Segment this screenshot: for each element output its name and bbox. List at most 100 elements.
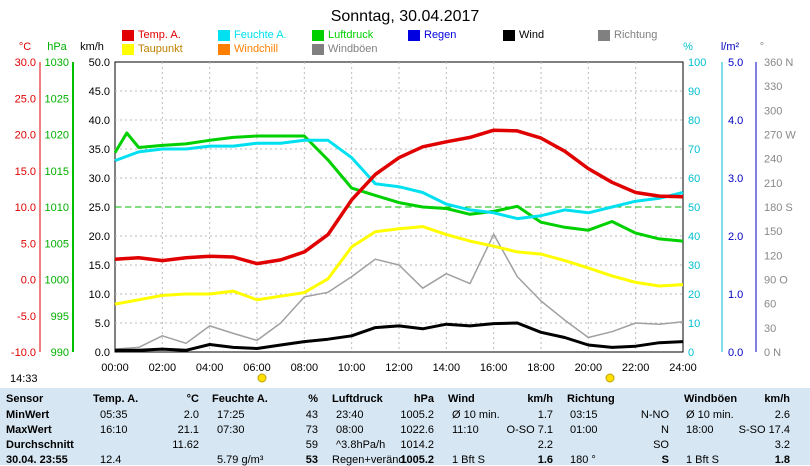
x-tick-label: 10:00 — [338, 362, 366, 374]
direction-axis-tick-label: 210 — [764, 178, 782, 190]
temp-axis-tick-label: 0.0 — [21, 275, 36, 287]
stats-table: Sensor Temp. A. °C Feuchte A.% Luftdruck hPa W… — [0, 388, 810, 466]
table-cell: 17:25 — [217, 409, 245, 421]
series-taupunkt — [114, 225, 684, 306]
temp-axis-tick-label: 30.0 — [15, 57, 36, 69]
wind-axis-tick-label: 5.0 — [95, 318, 110, 330]
direction-axis-tick-label: 360 N — [764, 57, 793, 69]
x-tick-label: 14:00 — [433, 362, 461, 374]
pressure-axis-tick-label: 1005 — [45, 238, 69, 250]
table-header: Luftdruck — [332, 393, 383, 405]
table-row-label: MinWert — [6, 409, 50, 421]
unit-direction: ° — [760, 41, 764, 53]
temp-axis-tick-label: 15.0 — [15, 166, 36, 178]
table-cell: S — [661, 454, 669, 466]
direction-axis-tick-label: 60 — [764, 299, 776, 311]
x-tick-label: 22:00 — [622, 362, 650, 374]
axes: -10.0 -5.0 0.0 5.0 10.0 15.0 20.0 25.0 30.0 990 99… — [11, 57, 796, 374]
legend-swatch — [312, 43, 324, 55]
table-row-label: MaxWert — [6, 424, 52, 436]
unit-rain: l/m² — [721, 41, 740, 53]
legend-label: Wind — [519, 29, 545, 41]
table-cell: 2.6 — [774, 409, 790, 421]
table-cell: 5.79 g/m³ — [217, 454, 264, 466]
table-header: Sensor — [6, 393, 44, 405]
pressure-axis-tick-label: 1030 — [45, 57, 69, 69]
table-header: Wind — [448, 393, 475, 405]
series-wind — [115, 321, 684, 352]
unit-pressure: hPa — [47, 41, 67, 53]
table-cell: ^3.8hPa/h — [336, 439, 386, 451]
temp-axis-tick-label: 25.0 — [15, 93, 36, 105]
table-cell: SO — [653, 439, 669, 451]
table-cell: 2.0 — [183, 409, 199, 421]
temp-axis-tick-label: -5.0 — [17, 311, 36, 323]
legend-label: Regen — [424, 29, 457, 41]
weather-chart: Sonntag, 30.04.2017 °C hPa km/h % l/m² °… — [10, 8, 796, 385]
legend-swatch — [218, 29, 230, 41]
pressure-axis-tick-label: 1020 — [45, 130, 69, 142]
wind-axis-tick-label: 45.0 — [89, 86, 110, 98]
wind-axis-tick-label: 50.0 — [89, 57, 110, 69]
x-tick-label: 00:00 — [101, 362, 129, 374]
x-tick-label: 16:00 — [480, 362, 508, 374]
direction-axis-tick-label: 150 — [764, 226, 782, 238]
humidity-axis-tick-label: 70 — [688, 144, 700, 156]
table-cell: N-NO — [640, 409, 669, 421]
rain-axis-tick-label: 3.0 — [728, 173, 743, 185]
table-cell: Ø 10 min. — [452, 409, 500, 421]
wind-axis-tick-label: 40.0 — [89, 115, 110, 127]
table-cell: 23:40 — [336, 409, 364, 421]
table-cell: 1 Bft S — [686, 454, 720, 466]
table-cell: 1005.2 — [400, 454, 434, 466]
series-luftdruck — [113, 131, 684, 243]
table-cell: 1022.6 — [400, 424, 434, 436]
series-feuchte-a- — [114, 138, 684, 221]
legend-item: Feuchte A. — [218, 29, 287, 41]
table-header: Temp. A. — [93, 393, 139, 405]
table-cell: 16:10 — [100, 424, 128, 436]
legend-label: Temp. A. — [138, 29, 181, 41]
legend-swatch — [503, 29, 515, 41]
unit-humidity: % — [683, 41, 693, 53]
humidity-axis-tick-label: 50 — [688, 202, 700, 214]
humidity-axis-tick-label: 0 — [688, 347, 694, 359]
humidity-axis-tick-label: 20 — [688, 289, 700, 301]
sunrise-icon — [257, 373, 267, 383]
legend-item: Regen — [408, 29, 456, 41]
x-tick-label: 08:00 — [291, 362, 319, 374]
legend-swatch — [312, 29, 324, 41]
table-cell: 1005.2 — [400, 409, 434, 421]
table-cell: O-SO 7.1 — [506, 424, 553, 436]
table-cell: 11:10 — [452, 424, 479, 436]
time-marker: 14:33 — [10, 373, 38, 385]
table-cell: N — [661, 424, 669, 436]
direction-axis-tick-label: 30 — [764, 323, 776, 335]
table-cell: 18:00 — [686, 424, 714, 436]
direction-axis-tick-label: 120 — [764, 250, 782, 262]
table-cell: 21.1 — [177, 424, 199, 436]
temp-axis-tick-label: -10.0 — [11, 347, 36, 359]
x-tick-label: 02:00 — [149, 362, 177, 374]
table-header: % — [308, 393, 318, 405]
table-header: km/h — [764, 393, 790, 405]
table-cell: 1 Bft S — [452, 454, 486, 466]
direction-axis-tick-label: 330 — [764, 81, 782, 93]
humidity-axis-tick-label: 100 — [688, 57, 706, 69]
wind-axis-tick-label: 20.0 — [89, 231, 110, 243]
legend-label: Taupunkt — [138, 43, 183, 55]
wind-axis-tick-label: 0.0 — [95, 347, 110, 359]
legend-item: Windböen — [312, 43, 378, 55]
table-cell: 12.4 — [100, 454, 122, 466]
legend-item: Luftdruck — [312, 29, 373, 41]
wind-axis-tick-label: 15.0 — [89, 260, 110, 272]
legend-label: Richtung — [614, 29, 658, 41]
table-cell: 11.62 — [172, 439, 199, 451]
table-cell: 53 — [305, 454, 318, 466]
temp-axis-tick-label: 20.0 — [15, 130, 36, 142]
wind-axis-tick-label: 10.0 — [89, 289, 110, 301]
chart-title: Sonntag, 30.04.2017 — [331, 8, 480, 25]
legend-label: Windböen — [328, 43, 378, 55]
table-header: hPa — [413, 393, 434, 405]
legend-swatch — [598, 29, 610, 41]
